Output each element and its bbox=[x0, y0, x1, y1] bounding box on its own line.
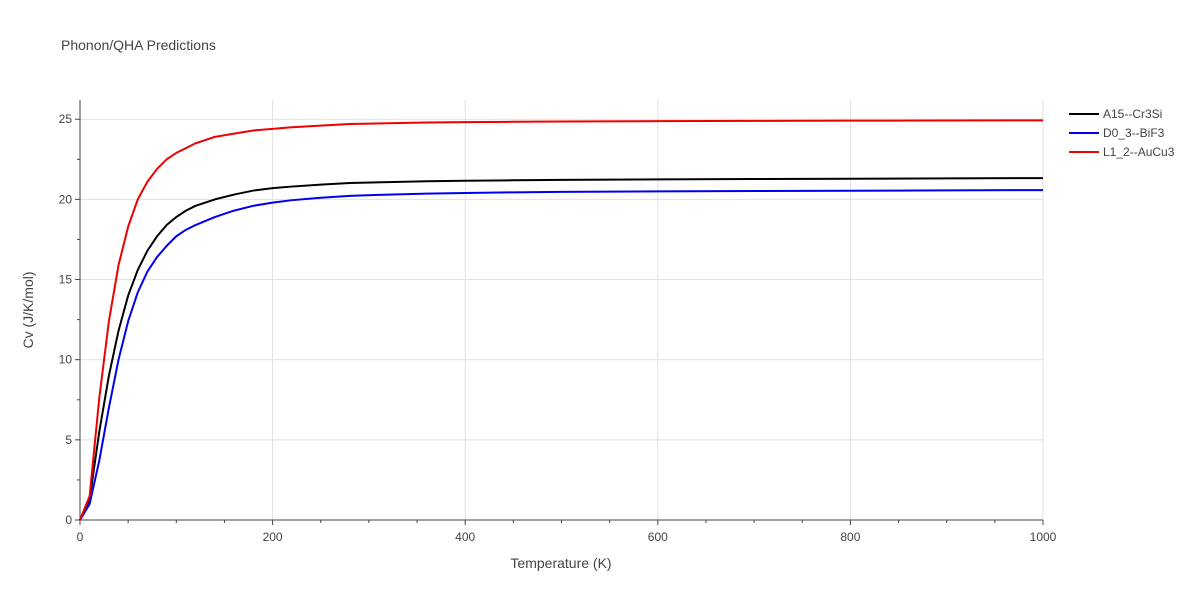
legend-item[interactable]: A15--Cr3Si bbox=[1069, 107, 1162, 121]
x-tick-label: 200 bbox=[263, 530, 283, 544]
x-tick-label: 1000 bbox=[1030, 530, 1057, 544]
y-tick-label: 5 bbox=[65, 433, 72, 447]
grid-layer bbox=[80, 100, 1044, 520]
x-tick-label: 0 bbox=[77, 530, 84, 544]
x-tick-label: 600 bbox=[648, 530, 668, 544]
series-line-2 bbox=[79, 189, 1044, 521]
y-axis-title: Cv (J/K/mol) bbox=[20, 272, 36, 349]
y-tick-label: 0 bbox=[65, 513, 72, 527]
axes-layer: 0 200 400 600 800 1000 0 5 10 15 20 25 bbox=[59, 100, 1057, 544]
x-tick-label: 400 bbox=[455, 530, 475, 544]
series-layer bbox=[79, 119, 1044, 521]
x-axis-title: Temperature (K) bbox=[510, 555, 611, 571]
legend-item[interactable]: L1_2--AuCu3 bbox=[1069, 145, 1175, 159]
y-tick-label: 20 bbox=[59, 192, 73, 206]
y-tick-label: 15 bbox=[59, 273, 73, 287]
legend-label: D0_3--BiF3 bbox=[1103, 126, 1165, 140]
legend-label: L1_2--AuCu3 bbox=[1103, 145, 1175, 159]
legend[interactable]: A15--Cr3Si D0_3--BiF3 L1_2--AuCu3 bbox=[1069, 107, 1175, 159]
chart-title: Phonon/QHA Predictions bbox=[61, 37, 216, 53]
legend-item[interactable]: D0_3--BiF3 bbox=[1069, 126, 1165, 140]
series-line-3 bbox=[79, 119, 1044, 521]
x-tick-label: 800 bbox=[840, 530, 860, 544]
y-tick-label: 10 bbox=[59, 353, 73, 367]
legend-label: A15--Cr3Si bbox=[1103, 107, 1162, 121]
y-tick-label: 25 bbox=[59, 112, 73, 126]
series-line-1 bbox=[79, 177, 1044, 521]
